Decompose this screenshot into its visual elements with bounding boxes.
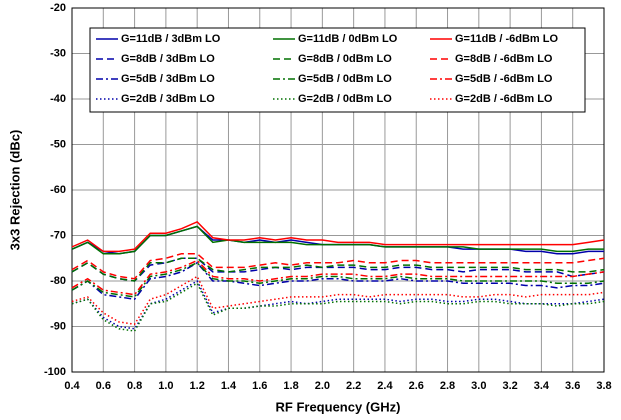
series-line [71, 261, 605, 301]
series-line [71, 279, 605, 330]
y-tick-label: -100 [44, 366, 66, 378]
x-tick-label: 0.8 [127, 380, 142, 392]
series-line [71, 225, 604, 255]
x-tick-label: 1.8 [283, 380, 298, 392]
legend-box [89, 27, 586, 113]
x-tick-label: 1.2 [190, 380, 205, 392]
series-line [71, 259, 605, 296]
x-tick-label: 3.4 [534, 380, 550, 392]
legend-label: G=5dB / 0dBm LO [298, 73, 392, 85]
x-tick-label: 2.8 [440, 380, 455, 392]
series-line [71, 257, 605, 282]
x-axis-title: RF Frequency (GHz) [276, 399, 401, 414]
series-line [71, 282, 605, 332]
y-tick-label: -50 [50, 138, 66, 150]
series-line [71, 275, 605, 326]
x-tick-label: 1.4 [221, 380, 237, 392]
x-tick-label: 3.2 [502, 380, 517, 392]
legend-label: G=11dB / -6dBm LO [455, 33, 558, 45]
legend-label: G=11dB / 3dBm LO [121, 33, 221, 45]
x-tick-label: 2.6 [409, 380, 424, 392]
y-tick-label: -30 [50, 47, 66, 59]
legend-label: G=2dB / 0dBm LO [298, 93, 392, 105]
series-line [71, 220, 605, 253]
x-tick-label: 2.2 [346, 380, 361, 392]
x-tick-label: 1.6 [252, 380, 267, 392]
x-tick-label: 2.0 [315, 380, 330, 392]
x-tick-label: 3.8 [596, 380, 611, 392]
series-line [71, 257, 605, 282]
x-tick-label: 1.0 [158, 380, 173, 392]
y-tick-label: -90 [50, 320, 66, 332]
legend-label: G=8dB / -6dBm LO [455, 53, 553, 65]
x-tick-label: 3.0 [471, 380, 486, 392]
legend-label: G=2dB / 3dBm LO [121, 93, 215, 105]
legend-label: G=8dB / 0dBm LO [298, 53, 392, 65]
y-axis-title: 3x3 Rejection (dBc) [7, 130, 22, 251]
y-tick-label: -80 [50, 275, 66, 287]
plot-frame [71, 7, 605, 373]
x-tick-label: 2.4 [377, 380, 393, 392]
legend-label: G=8dB / 3dBm LO [121, 53, 215, 65]
x-tick-label: 0.6 [96, 380, 111, 392]
legend-label: G=5dB / 3dBm LO [121, 73, 215, 85]
x-tick-label: 0.4 [64, 380, 80, 392]
legend-label: G=5dB / -6dBm LO [455, 73, 553, 85]
legend-label: G=11dB / 0dBm LO [298, 33, 398, 45]
x-tick-label: 3.6 [565, 380, 580, 392]
series-line [71, 252, 605, 280]
y-tick-label: -40 [50, 93, 66, 105]
y-tick-label: -70 [50, 229, 66, 241]
y-tick-label: -60 [50, 184, 66, 196]
legend-label: G=2dB / -6dBm LO [455, 93, 553, 105]
series-line [71, 261, 605, 298]
y-tick-label: -20 [50, 2, 66, 14]
